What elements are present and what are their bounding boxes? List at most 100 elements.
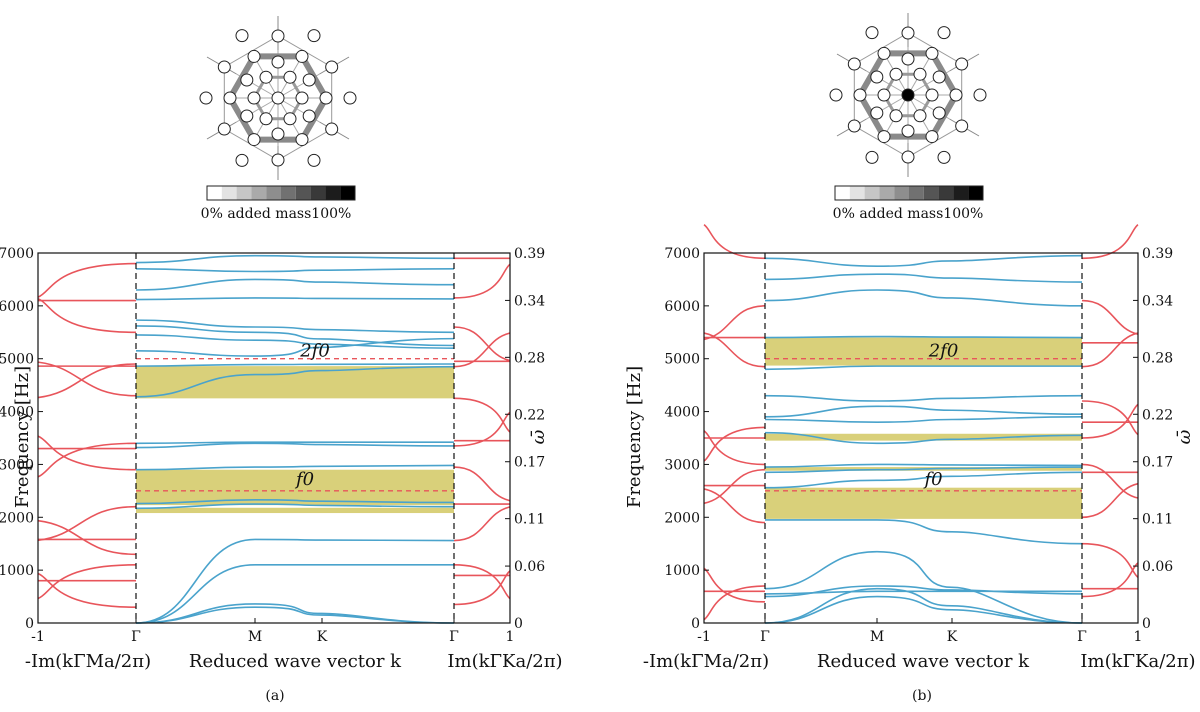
colorbar-b — [834, 185, 984, 201]
reference-line-label: f0 — [294, 469, 314, 490]
evanescent-curve-left — [703, 305, 766, 341]
cell-node — [235, 29, 249, 43]
x-tick-label: K — [947, 629, 958, 645]
evanescent-curve-right — [453, 263, 511, 299]
bulk-band-curve — [764, 595, 1083, 624]
right-tick-label: 0.06 — [1142, 559, 1173, 575]
evanescent-curve-right — [453, 564, 511, 600]
bulk-band-curve — [764, 471, 1083, 489]
bulk-band-curve — [135, 603, 455, 624]
colorbar-cell — [310, 186, 326, 200]
caption-a: (a) — [265, 688, 284, 704]
colorbar-cell — [325, 186, 341, 200]
bulk-band-curve — [135, 538, 455, 624]
cell-node — [295, 133, 309, 147]
right-tick-label: 0.28 — [1142, 350, 1173, 366]
cell-node — [955, 119, 969, 133]
x-tick-label: M — [870, 629, 884, 645]
bulk-band-curve — [764, 463, 1083, 468]
evanescent-curve-right — [1081, 403, 1139, 439]
bulk-band-curve — [764, 365, 1082, 371]
colorbar-cell — [864, 186, 880, 200]
cell-node — [870, 70, 884, 84]
xlabel-left-b: -Im(kΓMa/2π) — [643, 651, 769, 672]
cell-node — [955, 57, 969, 71]
bulk-band-curve — [764, 405, 1083, 418]
evanescent-curve-right — [1081, 400, 1139, 436]
colorbar-frame — [834, 185, 984, 201]
cell-node — [295, 91, 309, 105]
cell-node — [259, 70, 273, 84]
colorbar-cell — [281, 186, 296, 200]
ylabel-b: Frequency [Hz] — [624, 366, 645, 508]
evanescent-curve-left — [37, 363, 137, 399]
band-gap — [765, 337, 1082, 366]
evanescent-curve-left — [703, 430, 766, 466]
evanescent-curve-left — [703, 332, 766, 368]
reference-line-label: 2f0 — [928, 341, 959, 362]
evanescent-curve-right — [453, 326, 511, 362]
right-tick-label: 0 — [514, 616, 523, 632]
cell-node — [932, 106, 946, 120]
colorbar-cell — [909, 186, 924, 200]
xlabel-center-b: Reduced wave vector k — [817, 651, 1030, 672]
y-tick-label: 6000 — [664, 299, 700, 315]
band-gap — [765, 487, 1082, 519]
right-tick-label: 0 — [1142, 616, 1151, 632]
cell-node — [271, 91, 285, 105]
cell-node — [223, 91, 237, 105]
cell-node — [901, 124, 915, 138]
right-tick-label: 0.17 — [1142, 455, 1173, 471]
cell-node — [259, 112, 273, 126]
cell-node — [829, 88, 843, 102]
colorbar-cell — [340, 186, 355, 200]
cell-node — [973, 88, 987, 102]
cell-node — [949, 88, 963, 102]
cell-node — [325, 60, 339, 74]
bulk-band-curve — [765, 519, 1083, 545]
cell-node — [901, 52, 915, 66]
bulk-band-curve — [135, 442, 455, 449]
evanescent-curve-right — [1081, 542, 1139, 578]
cell-node — [235, 153, 249, 167]
bulk-band-curve — [135, 564, 454, 624]
y-tick-label: 7000 — [0, 246, 34, 262]
cell-node — [889, 67, 903, 81]
bulk-band-curve — [135, 503, 455, 510]
cell-node — [307, 29, 321, 43]
evanescent-curve-right — [453, 506, 511, 542]
right-tick-label: 0.22 — [514, 407, 545, 423]
y-tick-label: 6000 — [0, 299, 34, 315]
evanescent-curve-right — [453, 570, 511, 606]
cell-node — [901, 150, 915, 164]
colorbar-cell — [835, 186, 850, 200]
cell-node — [217, 122, 231, 136]
xlabel-right-a: Im(kΓKa/2π) — [447, 651, 562, 672]
cell-node — [913, 67, 927, 81]
x-tick-label: 1 — [1134, 629, 1143, 645]
cell-node — [217, 60, 231, 74]
evanescent-curve-left — [703, 468, 766, 505]
bulk-band-curve — [764, 431, 1083, 445]
right-tick-label: 0.34 — [1142, 293, 1173, 309]
band-gap — [765, 433, 1082, 441]
cell-node — [247, 49, 261, 63]
y-tick-label: 5000 — [664, 352, 700, 368]
evanescent-curve-left — [703, 488, 766, 524]
right-tick-label: 0.17 — [514, 455, 545, 471]
evanescent-curve-right — [1081, 224, 1139, 260]
evanescent-curve-right — [1081, 332, 1139, 368]
bulk-band-curve — [764, 254, 1083, 268]
colorbar-cell — [849, 186, 865, 200]
evanescent-curve-left — [37, 361, 137, 397]
evanescent-curve-left — [37, 262, 137, 298]
evanescent-curve-right — [453, 466, 511, 502]
cell-node — [283, 70, 297, 84]
evanescent-curve-right — [1081, 463, 1139, 499]
cell-node — [343, 91, 357, 105]
evanescent-curve-left — [703, 426, 766, 462]
y-tick-label: 3000 — [0, 457, 34, 473]
xlabel-center-a: Reduced wave vector k — [189, 651, 402, 672]
bulk-band-curve — [764, 590, 1082, 595]
x-tick-label: M — [248, 629, 262, 645]
